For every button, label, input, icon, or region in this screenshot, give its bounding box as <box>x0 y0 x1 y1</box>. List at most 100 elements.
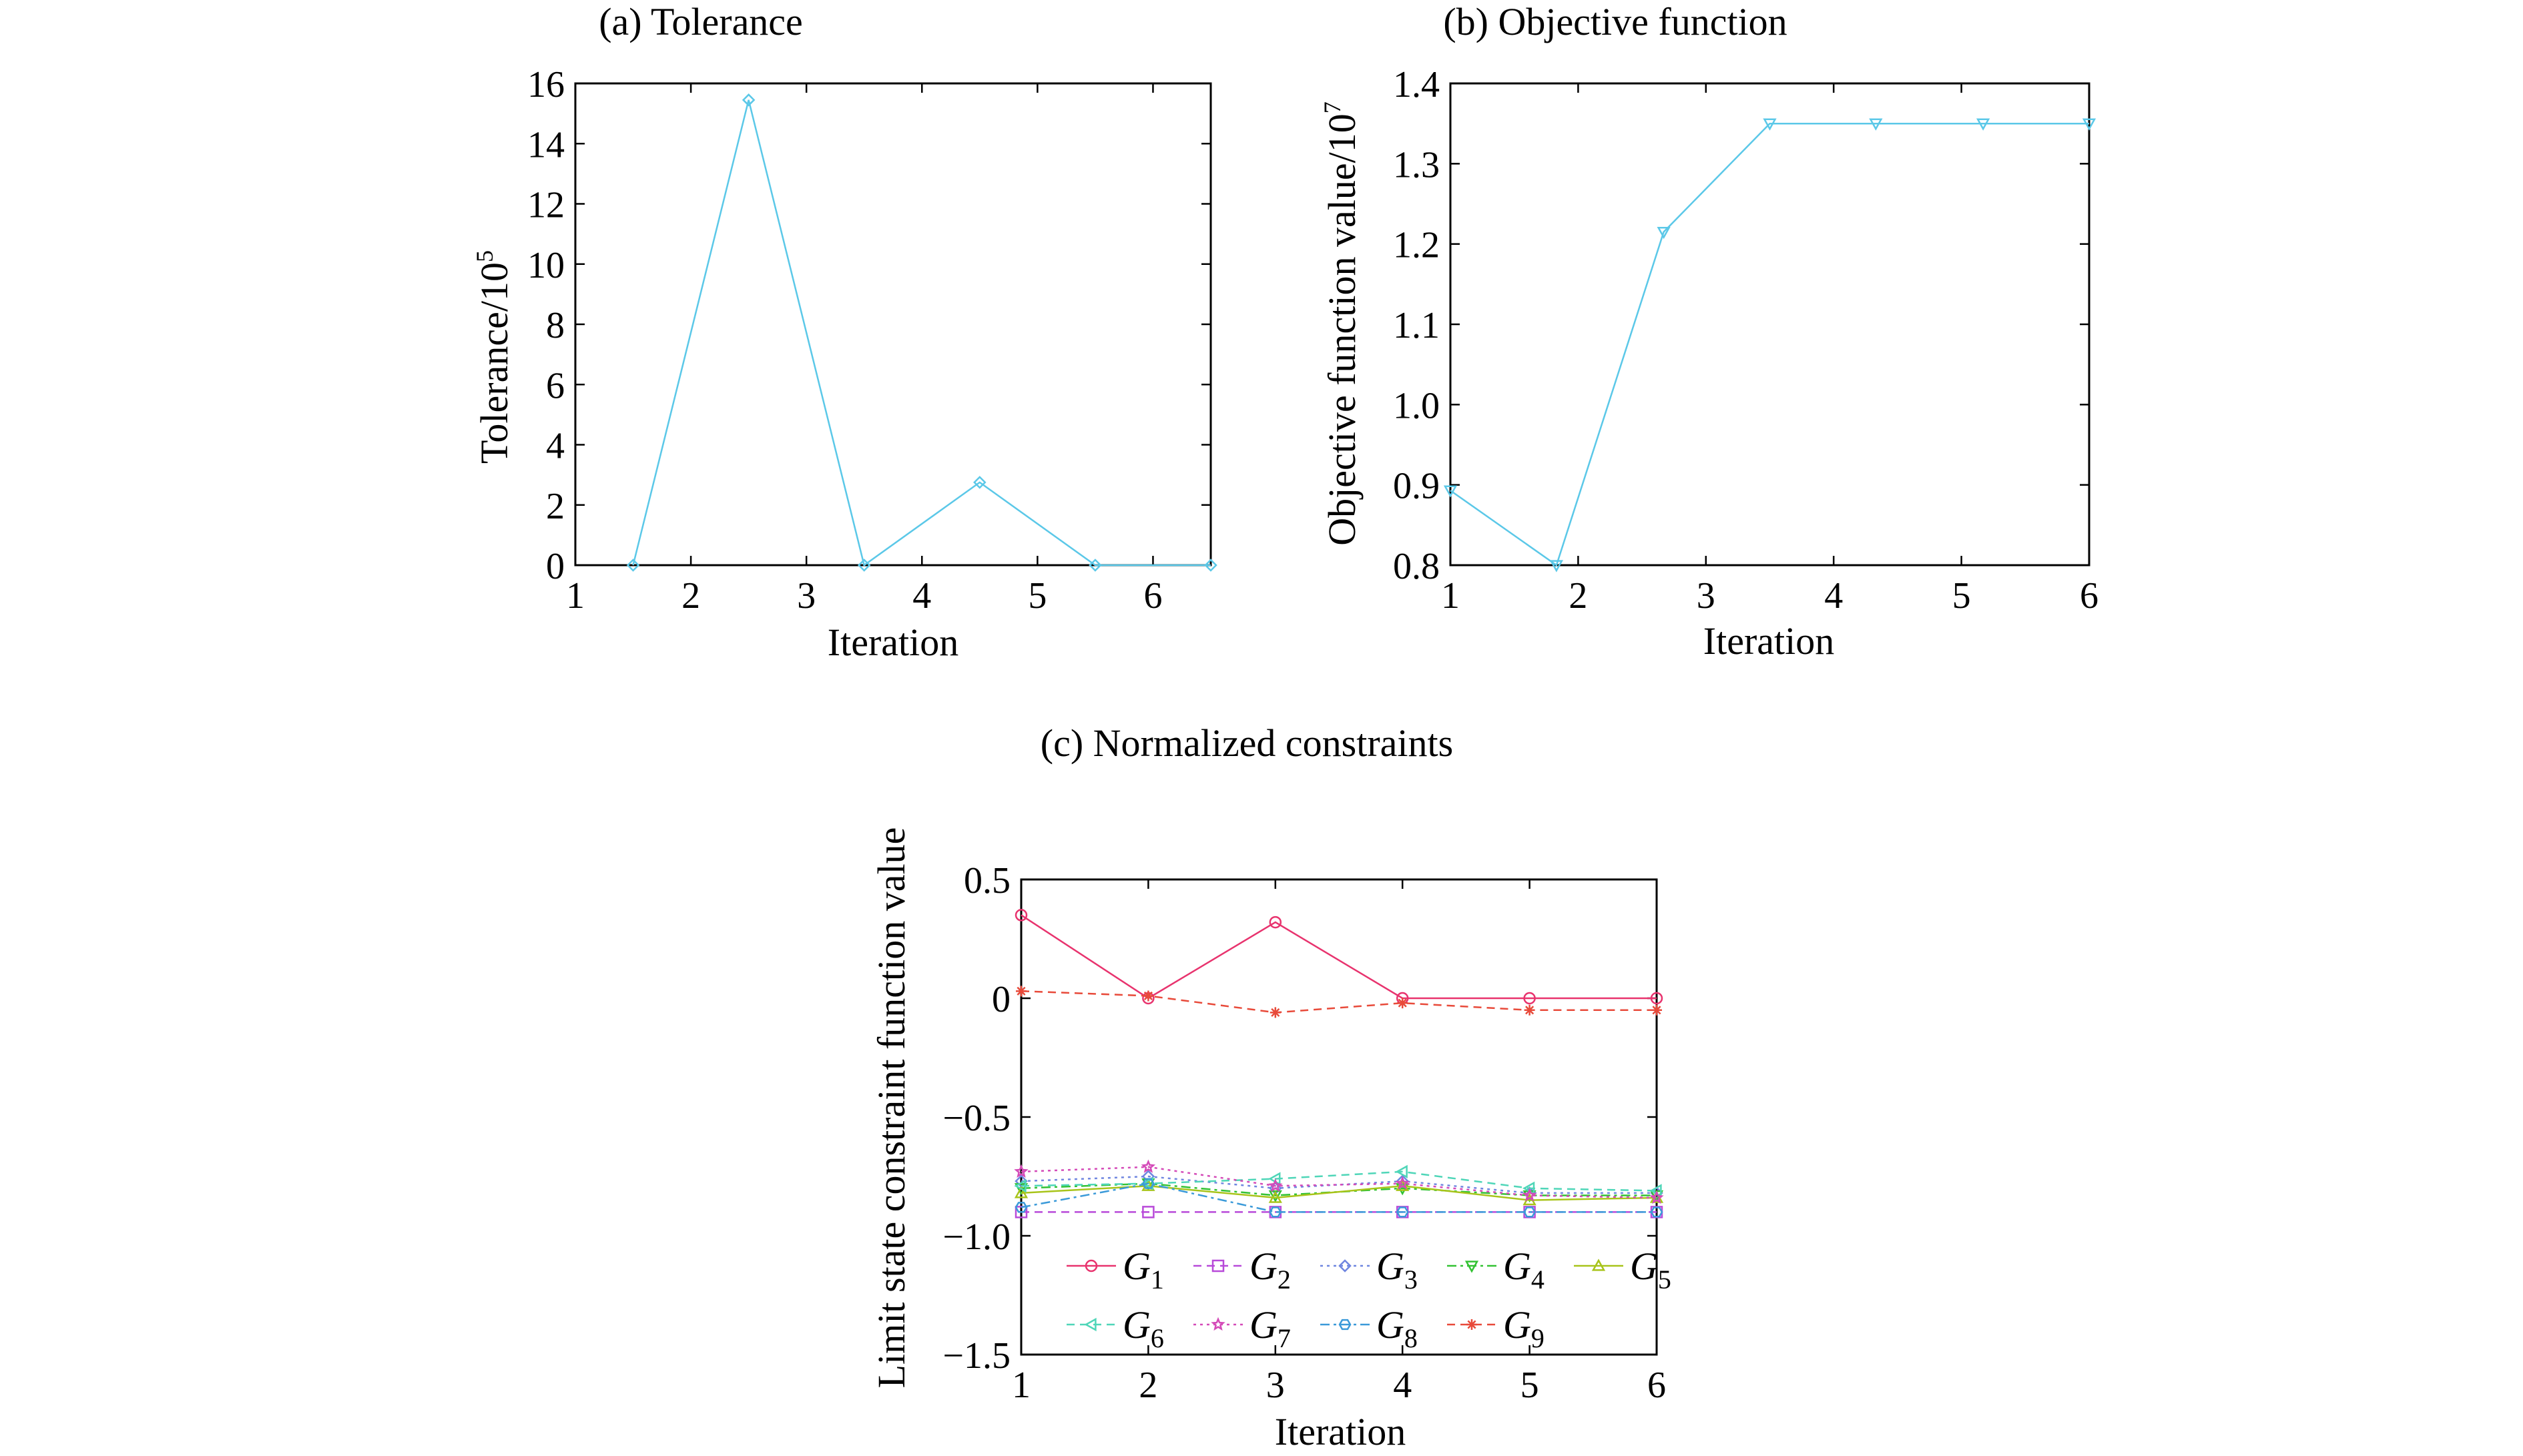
panel-b-y-axis-title-base: Objective function value/10 <box>1320 113 1364 545</box>
panel-b-y-axis-title-exponent: 7 <box>1319 101 1346 113</box>
panel-c-x-tick-label: 4 <box>1393 1365 1412 1406</box>
panel-c-g9-series-line <box>1021 990 1657 1014</box>
legend-label-g4: G4 <box>1503 1244 1545 1295</box>
legend-label-g9-subscript: 9 <box>1531 1323 1545 1353</box>
panel-a-data-point <box>742 93 756 107</box>
panel-a-y-tick-label: 2 <box>546 486 565 527</box>
panel-c-g6-data-point <box>1014 1179 1027 1193</box>
panel-b-x-tick-label: 4 <box>1824 575 1843 617</box>
panel-c-g9-data-point <box>1143 990 1154 1002</box>
panel-objective-function: (b) Objective function Iteration Objecti… <box>1319 0 2098 663</box>
panel-a-data-point <box>1204 559 1217 572</box>
panel-b-data-point <box>1549 560 1563 573</box>
panel-a-y-axis-title-base: Tolerance/10 <box>473 262 516 464</box>
panel-c-g8-data-point <box>1141 1178 1155 1189</box>
legend-label-g3-base: G <box>1376 1244 1404 1288</box>
panel-b-x-axis-title: Iteration <box>1703 619 1834 663</box>
panel-b-y-tick-label: 1.2 <box>1393 225 1440 266</box>
panel-a-series-line <box>632 99 1211 567</box>
panel-a-y-tick-label: 12 <box>527 185 565 226</box>
panel-a-series <box>626 93 1217 572</box>
panel-a-y-axis-title: Tolerance/105 <box>471 250 516 464</box>
legend-label-g4-subscript: 4 <box>1531 1264 1545 1295</box>
panel-a-x-tick-label: 3 <box>797 575 816 617</box>
panel-a-x-tick-label: 6 <box>1143 575 1162 617</box>
panel-c-g7-data-point <box>1268 1178 1283 1192</box>
panel-a-y-tick-label: 8 <box>546 305 565 346</box>
panel-c-y-axis-title: Limit state constraint function value <box>870 827 913 1389</box>
panel-c-g8-data-point <box>1015 1202 1028 1213</box>
legend-label-g1-subscript: 1 <box>1151 1264 1164 1295</box>
panel-c-y-tick-label: 0 <box>992 979 1011 1020</box>
panel-c-x-tick-label: 6 <box>1647 1365 1666 1406</box>
legend-marker-g6 <box>1084 1317 1097 1332</box>
panel-c-y-tick-label: −1.0 <box>942 1216 1011 1258</box>
panel-b-data-point <box>2082 118 2096 131</box>
legend-label-g9-base: G <box>1503 1303 1531 1347</box>
legend-marker-g1 <box>1085 1259 1098 1272</box>
panel-b-title: (b) Objective function <box>1443 0 1787 43</box>
legend-label-g2-subscript: 2 <box>1278 1264 1291 1295</box>
panel-c-g9-data-point <box>1016 986 1027 997</box>
legend-marker-g2 <box>1211 1259 1225 1272</box>
legend-label-g9: G9 <box>1503 1303 1545 1353</box>
panel-c-g8-data-point <box>1396 1206 1409 1218</box>
panel-a-y-tick-label: 14 <box>527 124 565 165</box>
legend-marker-g4 <box>1464 1260 1479 1273</box>
legend-label-g3-subscript: 3 <box>1404 1264 1418 1295</box>
panel-a-y-tick-label: 0 <box>546 546 565 587</box>
panel-a-data-point <box>1089 559 1102 572</box>
panel-a-x-tick-label: 5 <box>1028 575 1047 617</box>
panel-c-g7-data-point <box>1649 1190 1664 1204</box>
panel-b-data-point <box>1976 118 1990 131</box>
panel-c-ticks: 1 2 3 4 5 6 −1.5 −1.0 −0.5 0 0.5 <box>942 860 1666 1406</box>
panel-a-x-tick-label: 2 <box>681 575 700 617</box>
panel-c-g7-data-point <box>1014 1164 1029 1178</box>
legend-label-g2: G2 <box>1249 1244 1291 1295</box>
legend-label-g2-base: G <box>1249 1244 1278 1288</box>
legend-label-g5-base: G <box>1630 1244 1658 1288</box>
panel-b-data-point <box>1763 118 1777 131</box>
panel-c-g8-data-point <box>1523 1206 1536 1218</box>
panel-c-g1-data-point <box>1015 909 1028 922</box>
panel-b-data-point <box>1657 226 1671 240</box>
panel-c-g5-data-point <box>1014 1186 1029 1198</box>
panel-c-g1-data-point <box>1269 916 1282 929</box>
panel-normalized-constraints: (c) Normalized constraints Iteration Lim… <box>870 721 1671 1453</box>
panel-b-series-line <box>1450 122 2089 567</box>
legend-marker-g3 <box>1338 1259 1352 1272</box>
legend-label-g8: G8 <box>1376 1303 1418 1353</box>
panel-b-y-tick-label: 0.9 <box>1393 466 1440 507</box>
panel-c-x-axis-title: Iteration <box>1275 1410 1406 1453</box>
legend-label-g8-base: G <box>1376 1303 1404 1347</box>
panel-c-g8-data-point <box>1269 1206 1282 1218</box>
panel-b-y-tick-label: 1.4 <box>1393 64 1440 105</box>
panel-c-x-tick-label: 1 <box>1012 1365 1031 1406</box>
panel-a-plot-frame <box>574 82 1212 567</box>
panel-c-g8-data-point <box>1650 1206 1663 1218</box>
legend-label-g8-subscript: 8 <box>1404 1323 1418 1353</box>
panel-c-g1-data-point <box>1650 992 1663 1005</box>
panel-c-series <box>1014 909 1664 1218</box>
panel-a-x-axis-title: Iteration <box>828 621 958 664</box>
legend-label-g5-subscript: 5 <box>1658 1264 1671 1295</box>
panel-c-g5-data-point <box>1268 1190 1282 1203</box>
panel-c-g4-series-line <box>1021 1182 1657 1196</box>
legend-label-g7: G7 <box>1249 1303 1291 1353</box>
panel-c-g9-data-point <box>1270 1007 1281 1018</box>
legend-marker-g8 <box>1338 1319 1352 1331</box>
panel-c-g1-data-point <box>1523 992 1536 1005</box>
panel-a-data-point <box>626 559 640 572</box>
panel-c-g2-data-point <box>1142 1206 1155 1218</box>
panel-b-series <box>1443 118 2096 573</box>
panel-c-plot-frame <box>1020 878 1658 1356</box>
legend-marker-g7 <box>1211 1317 1225 1331</box>
panel-a-x-tick-label: 4 <box>912 575 931 617</box>
panel-b-y-tick-label: 0.8 <box>1393 546 1440 587</box>
panel-a-y-axis-title-exponent: 5 <box>471 250 498 262</box>
panel-c-x-tick-label: 5 <box>1520 1365 1539 1406</box>
panel-c-g9-data-point <box>1397 998 1408 1009</box>
panel-c-title: (c) Normalized constraints <box>1041 721 1453 765</box>
